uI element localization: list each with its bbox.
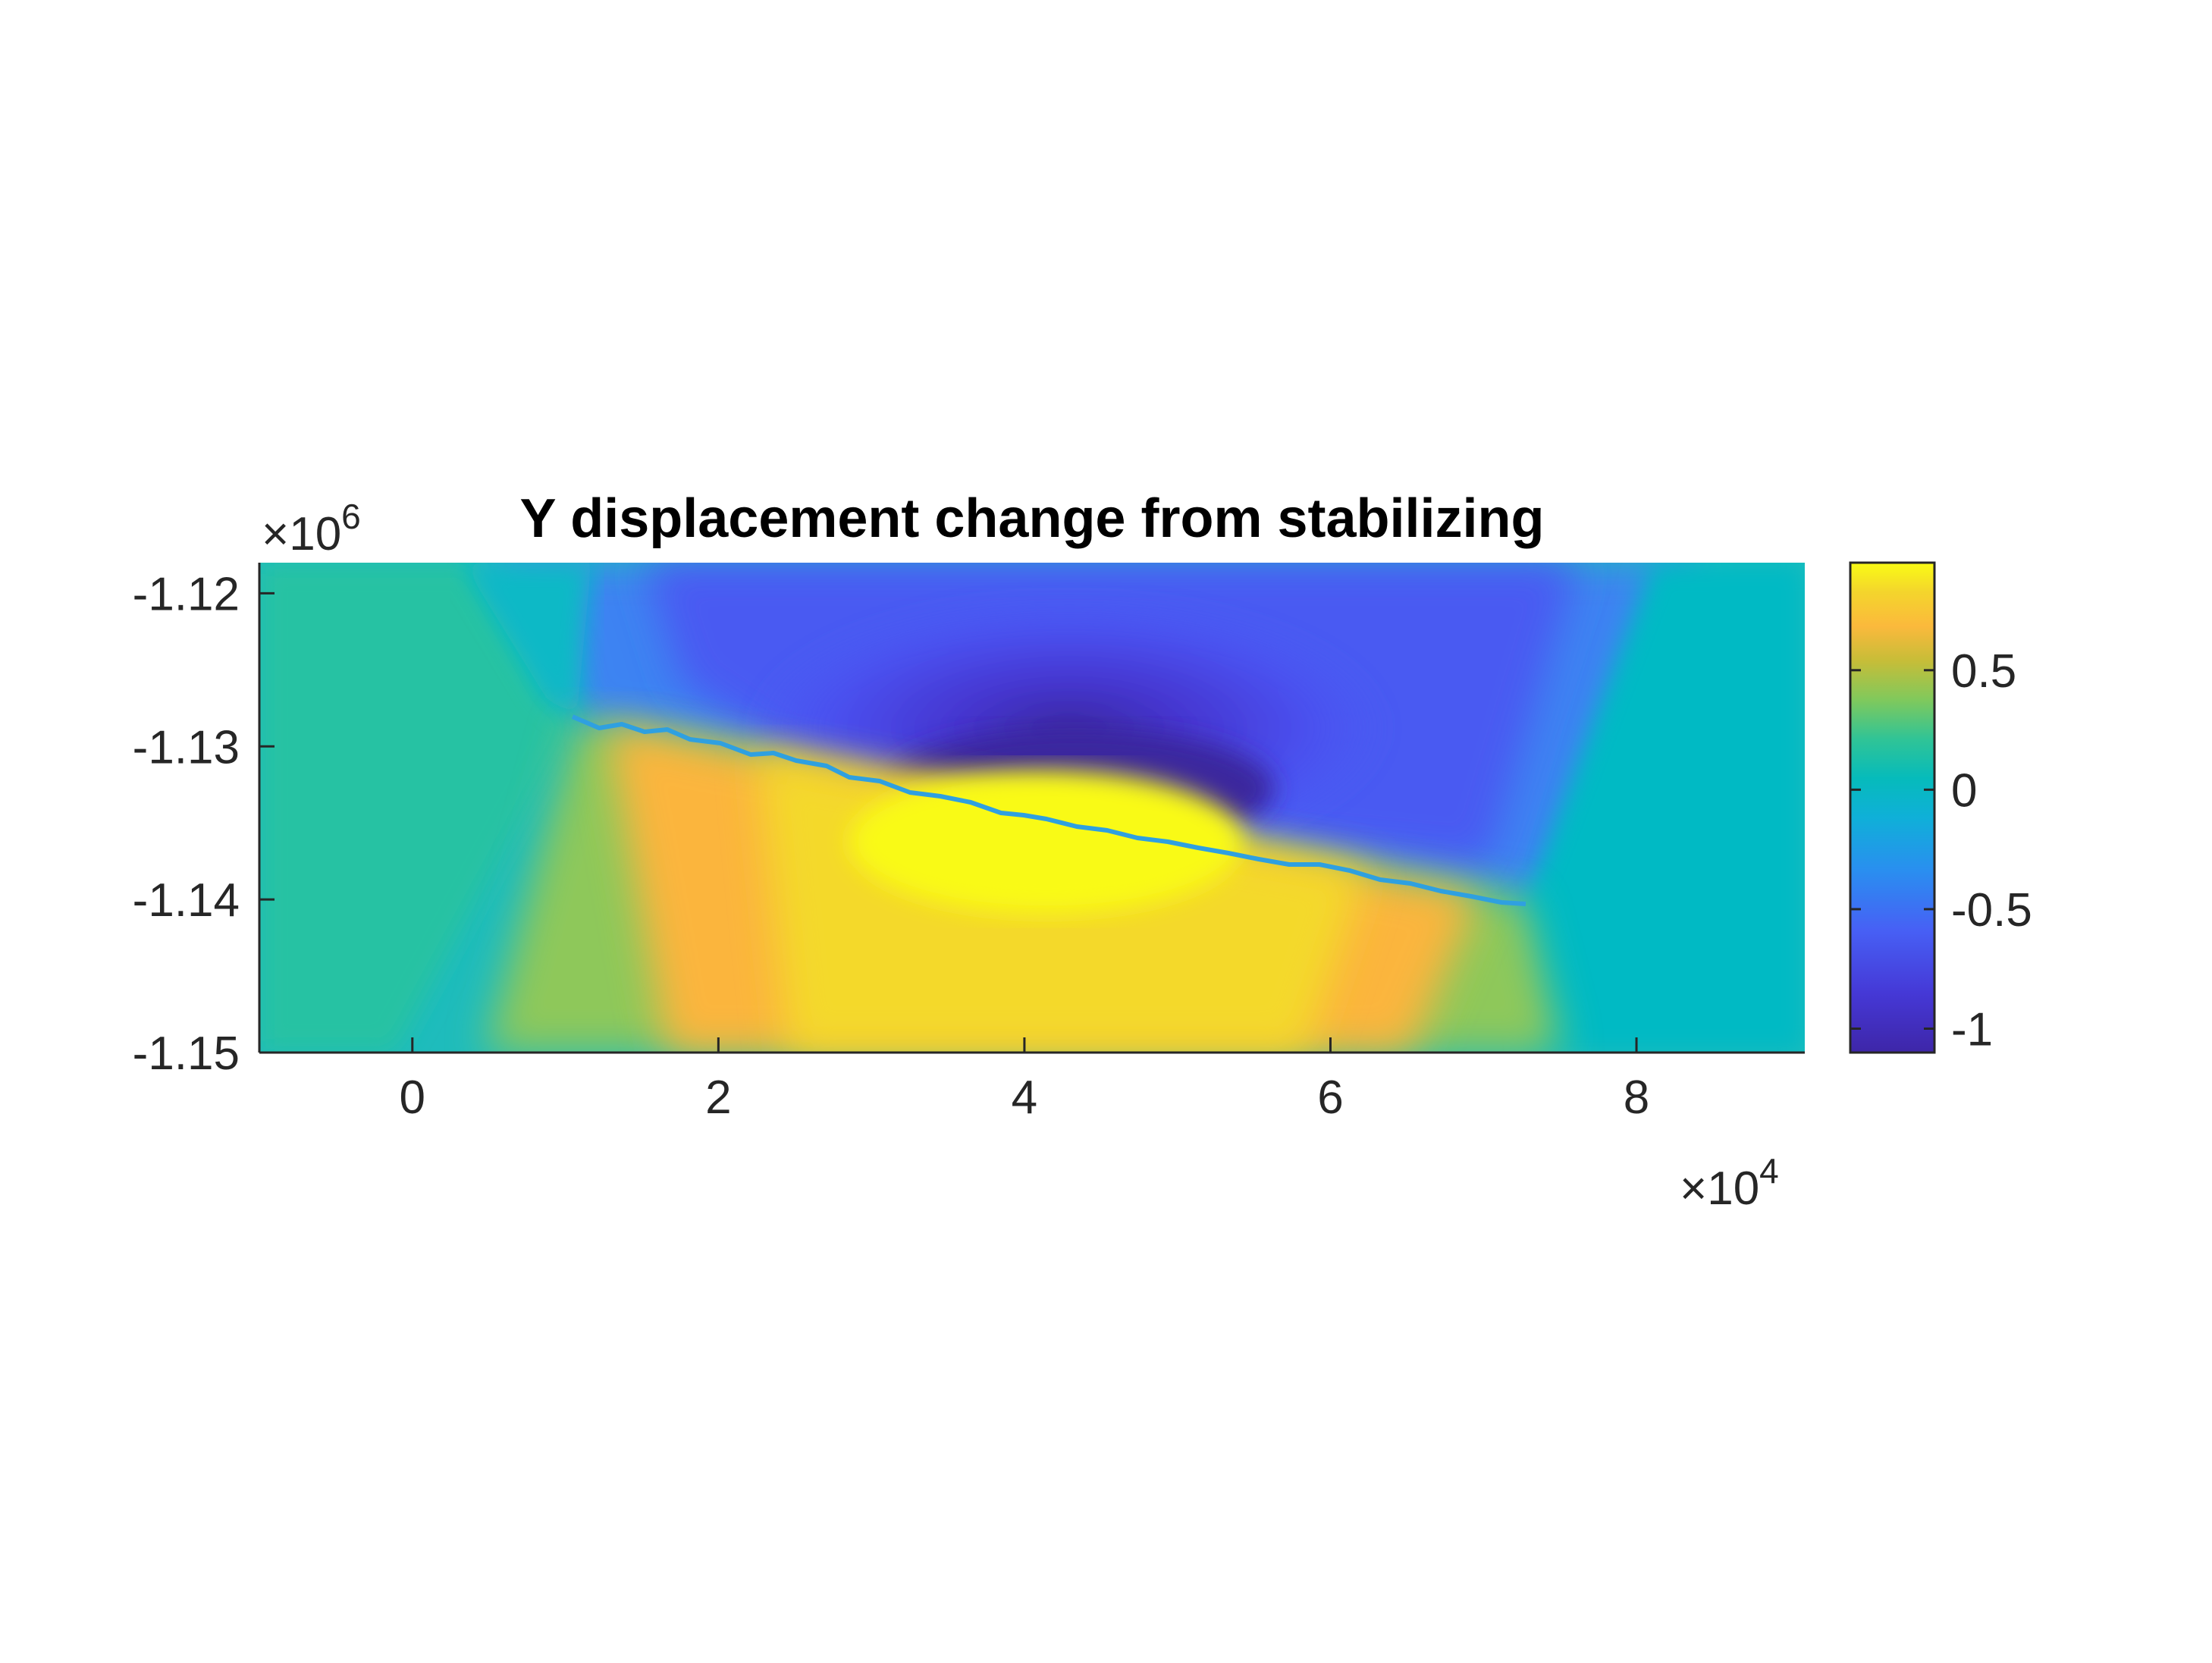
lower-region [485,720,1562,1053]
axes: 0 2 4 6 8 -1.12 -1.13 -1.14 -1.15 [133,563,1805,1124]
y-exponent-label: ×106 [262,497,361,560]
x-tick-label: 4 [1012,1072,1037,1124]
y-exponent-text: 6 [341,497,361,536]
x-multiplier-text: ×10 [1680,1163,1759,1215]
y-multiplier-text: ×10 [262,508,341,560]
right-transition [1524,563,1805,1053]
lower-region-peak [849,770,1244,914]
y-ticks: -1.12 -1.13 -1.14 -1.15 [133,568,275,1080]
y-tick-label: -1.13 [133,721,240,773]
colorbar-tick-label: 0.5 [1951,645,2016,698]
x-exponent-label: ×104 [1680,1151,1779,1215]
left-transition [259,563,576,1053]
left-cyan-wedge [463,563,591,720]
colorbar-tick-label: -0.5 [1951,884,2032,937]
upper-region [485,563,1699,902]
x-exponent-text: 4 [1759,1151,1779,1191]
colorbar-ticks: 0.5 0 -0.5 -1 [1850,645,2032,1056]
svg-text:×106: ×106 [262,497,361,560]
colorbar-tick-label: -1 [1951,1003,1993,1056]
colorbar-tick-label: 0 [1951,764,1977,817]
x-tick-label: 8 [1624,1072,1649,1124]
chart-title: Y displacement change from stabilizing [520,488,1545,549]
y-tick-label: -1.15 [133,1028,240,1080]
heatmap-field [259,563,1805,1053]
fault-trace [571,714,1526,906]
x-tick-label: 0 [400,1072,425,1124]
x-ticks: 0 2 4 6 8 [400,1037,1649,1124]
svg-text:×104: ×104 [1680,1151,1779,1215]
colorbar-fill [1849,561,1936,1054]
y-tick-label: -1.12 [133,568,240,620]
colorbar: 0.5 0 -0.5 -1 [1849,561,2032,1056]
x-tick-label: 6 [1317,1072,1343,1124]
y-tick-label: -1.14 [133,874,240,927]
x-tick-label: 2 [705,1072,731,1124]
